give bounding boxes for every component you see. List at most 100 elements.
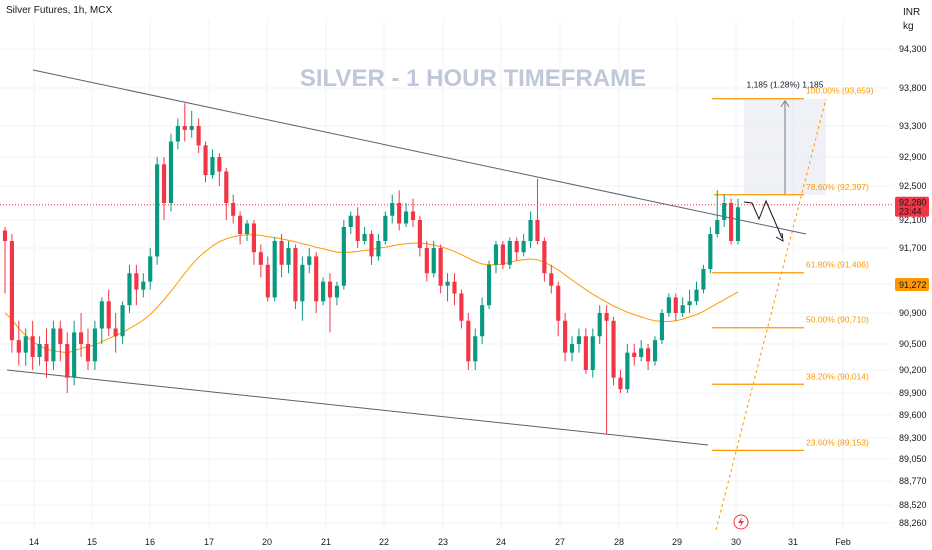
candle-body[interactable]: [127, 273, 132, 306]
candle-body[interactable]: [148, 256, 153, 282]
candle-body[interactable]: [217, 157, 222, 172]
candle-body[interactable]: [438, 248, 443, 286]
candle-body[interactable]: [106, 301, 111, 329]
candle-body[interactable]: [65, 344, 70, 378]
candle-body[interactable]: [92, 328, 97, 362]
candle-body[interactable]: [182, 126, 187, 130]
candle-body[interactable]: [44, 344, 49, 362]
candle-body[interactable]: [9, 241, 14, 341]
candle-body[interactable]: [397, 203, 402, 224]
candle-body[interactable]: [639, 348, 644, 357]
candle-body[interactable]: [486, 264, 492, 306]
candle-body[interactable]: [521, 241, 526, 253]
candle-body[interactable]: [168, 141, 174, 204]
candle-body[interactable]: [279, 241, 284, 265]
candle-body[interactable]: [500, 244, 505, 265]
candle-body[interactable]: [321, 281, 326, 302]
candle-body[interactable]: [652, 340, 658, 362]
candle-body[interactable]: [493, 244, 499, 265]
candle-body[interactable]: [72, 332, 77, 378]
candle-body[interactable]: [445, 281, 450, 286]
candle-body[interactable]: [376, 241, 381, 257]
candle-body[interactable]: [701, 269, 706, 290]
candle-body[interactable]: [314, 256, 319, 302]
candle-body[interactable]: [78, 332, 84, 344]
candle-body[interactable]: [452, 281, 457, 294]
candle-body[interactable]: [424, 248, 429, 274]
candle-body[interactable]: [646, 348, 651, 362]
candle-body[interactable]: [659, 313, 665, 341]
candle-body[interactable]: [238, 215, 243, 234]
candle-body[interactable]: [687, 301, 692, 306]
candle-body[interactable]: [680, 305, 685, 313]
candle-body[interactable]: [535, 220, 540, 241]
candle-body[interactable]: [113, 328, 118, 337]
candle-body[interactable]: [390, 203, 395, 216]
candle-body[interactable]: [383, 215, 388, 241]
candle-body[interactable]: [618, 377, 623, 390]
candle-body[interactable]: [715, 220, 720, 234]
candle-body[interactable]: [735, 207, 741, 241]
candle-body[interactable]: [265, 264, 270, 298]
candle-body[interactable]: [632, 352, 637, 357]
candle-body[interactable]: [348, 215, 353, 227]
candle-body[interactable]: [549, 273, 554, 286]
candle-body[interactable]: [334, 285, 339, 298]
candle-body[interactable]: [514, 241, 519, 253]
candle-body[interactable]: [611, 320, 616, 378]
candle-body[interactable]: [431, 248, 436, 274]
candle-body[interactable]: [473, 336, 478, 362]
candle-body[interactable]: [507, 241, 512, 265]
candle-body[interactable]: [23, 336, 28, 353]
candle-body[interactable]: [120, 305, 125, 337]
candle-body[interactable]: [231, 203, 236, 216]
candle-body[interactable]: [563, 320, 568, 353]
candle-body[interactable]: [355, 215, 360, 241]
candle-body[interactable]: [556, 285, 561, 321]
candle-body[interactable]: [251, 223, 257, 253]
candle-body[interactable]: [99, 301, 104, 329]
candle-body[interactable]: [258, 252, 263, 265]
candle-body[interactable]: [369, 234, 374, 257]
candle-body[interactable]: [528, 220, 533, 241]
candle-body[interactable]: [51, 328, 56, 362]
candle-body[interactable]: [141, 281, 146, 290]
candle-body[interactable]: [244, 223, 250, 235]
candle-body[interactable]: [583, 336, 588, 370]
candle-body[interactable]: [666, 297, 671, 313]
candle-body[interactable]: [576, 336, 582, 344]
candle-body[interactable]: [694, 289, 699, 302]
candle-body[interactable]: [625, 352, 630, 390]
candle-body[interactable]: [604, 313, 609, 321]
candle-body[interactable]: [58, 328, 63, 345]
candle-body[interactable]: [203, 145, 208, 176]
candle-body[interactable]: [210, 157, 215, 176]
candle-body[interactable]: [708, 234, 713, 270]
candle-body[interactable]: [729, 203, 734, 241]
candle-body[interactable]: [85, 344, 91, 362]
candle-body[interactable]: [307, 256, 312, 265]
candle-body[interactable]: [175, 126, 180, 142]
candle-body[interactable]: [272, 241, 277, 298]
candle-body[interactable]: [155, 164, 160, 257]
candle-body[interactable]: [466, 320, 471, 362]
candle-body[interactable]: [673, 297, 678, 313]
candle-body[interactable]: [30, 336, 35, 357]
candle-body[interactable]: [16, 340, 21, 353]
candle-body[interactable]: [542, 241, 547, 274]
candle-body[interactable]: [404, 211, 409, 224]
candle-body[interactable]: [224, 171, 229, 204]
candle-body[interactable]: [590, 336, 595, 370]
candle-body[interactable]: [597, 313, 602, 337]
candle-body[interactable]: [134, 273, 139, 290]
candle-body[interactable]: [459, 293, 464, 321]
candle-body[interactable]: [722, 203, 727, 220]
candle-body[interactable]: [2, 230, 8, 242]
candle-body[interactable]: [37, 344, 42, 357]
candle-body[interactable]: [327, 281, 333, 298]
candle-body[interactable]: [341, 227, 346, 286]
candle-body[interactable]: [300, 264, 305, 302]
candle-body[interactable]: [480, 305, 485, 337]
candle-body[interactable]: [362, 234, 367, 241]
